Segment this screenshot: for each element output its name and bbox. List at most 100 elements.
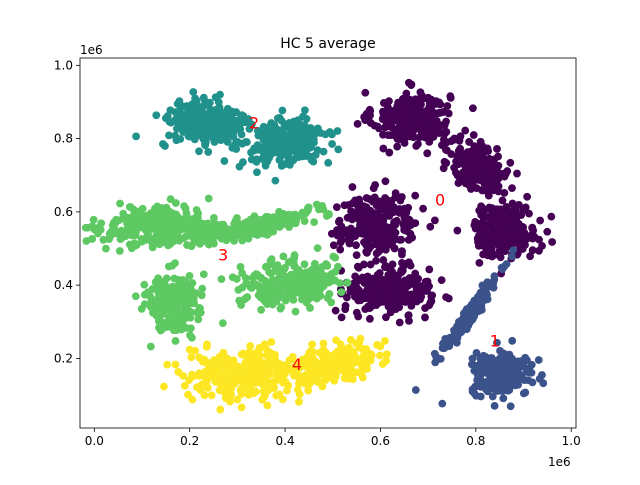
data-point [187,242,196,251]
data-point [259,122,268,131]
cluster-2-points [220,106,343,185]
data-point [457,150,466,159]
data-point [282,386,291,395]
data-point [471,303,480,312]
data-point [207,391,216,400]
data-point [400,119,409,128]
data-point [214,116,222,125]
plot-area-frame [79,57,577,429]
data-point [142,211,151,220]
cluster-1-points [411,246,518,394]
data-point [143,230,152,239]
data-point [336,340,345,349]
data-point [132,132,140,141]
data-point [411,386,420,394]
data-point [504,383,513,392]
data-point [500,172,509,181]
data-point [102,244,110,253]
data-point [458,172,467,181]
data-point [377,241,386,250]
data-point [389,282,397,291]
data-point [297,276,306,285]
data-point [490,155,499,164]
data-point [346,346,355,355]
data-point [380,99,388,107]
data-point [391,189,400,197]
data-point [211,93,220,102]
data-point [453,226,462,235]
data-point [274,148,282,157]
data-point [349,279,358,288]
data-point [181,314,190,323]
data-point [435,98,443,107]
data-point [285,365,294,373]
data-point [217,275,226,284]
data-point [525,368,533,377]
data-point [372,256,381,265]
data-point [228,110,236,119]
data-point [268,138,277,147]
data-point [252,387,260,396]
data-point [385,148,394,157]
data-point [306,152,315,161]
data-point [159,237,168,246]
data-point [163,360,172,369]
data-point [438,399,447,408]
data-point [441,128,450,136]
data-point [490,272,499,280]
cluster-label-2: 2 [249,113,259,132]
data-point [521,388,530,397]
data-point [499,394,508,403]
data-point [353,119,362,128]
data-point [382,313,390,322]
data-point [339,354,348,363]
data-point [397,247,406,256]
data-point [275,207,284,216]
data-point [366,349,375,358]
data-point [523,192,532,201]
data-point [299,112,308,121]
data-point [468,354,477,363]
data-point [160,277,169,286]
data-point [536,216,545,225]
data-point [452,157,460,166]
data-point [494,241,503,249]
data-point [259,222,268,231]
data-point [489,186,498,195]
data-point [480,231,489,240]
data-point [194,315,203,324]
data-point [431,358,440,367]
data-point [206,371,215,380]
data-point [219,369,227,378]
data-point [518,374,527,383]
data-point [423,277,432,286]
data-point [281,159,290,168]
data-point [221,113,230,122]
data-point [422,116,431,125]
data-point [483,279,491,287]
data-point [255,145,264,154]
data-point [226,129,235,138]
data-point [381,263,389,272]
data-point [388,260,397,269]
data-point [235,376,243,385]
data-point [319,205,328,214]
data-point [351,272,360,281]
data-point [474,364,483,372]
data-point [296,359,305,368]
data-point [116,199,124,208]
data-point [233,395,242,404]
data-point [287,156,296,165]
data-point [273,134,282,143]
data-point [464,160,472,169]
data-point [228,143,237,152]
data-point [548,238,557,246]
data-point [236,263,245,271]
y-axis: 0.2 0.4 0.6 0.8 1.0 [54,58,80,365]
data-point [324,362,333,370]
data-point [267,286,276,294]
data-point [288,293,297,302]
data-point [165,131,173,140]
data-point [496,358,505,367]
data-point [189,88,198,96]
